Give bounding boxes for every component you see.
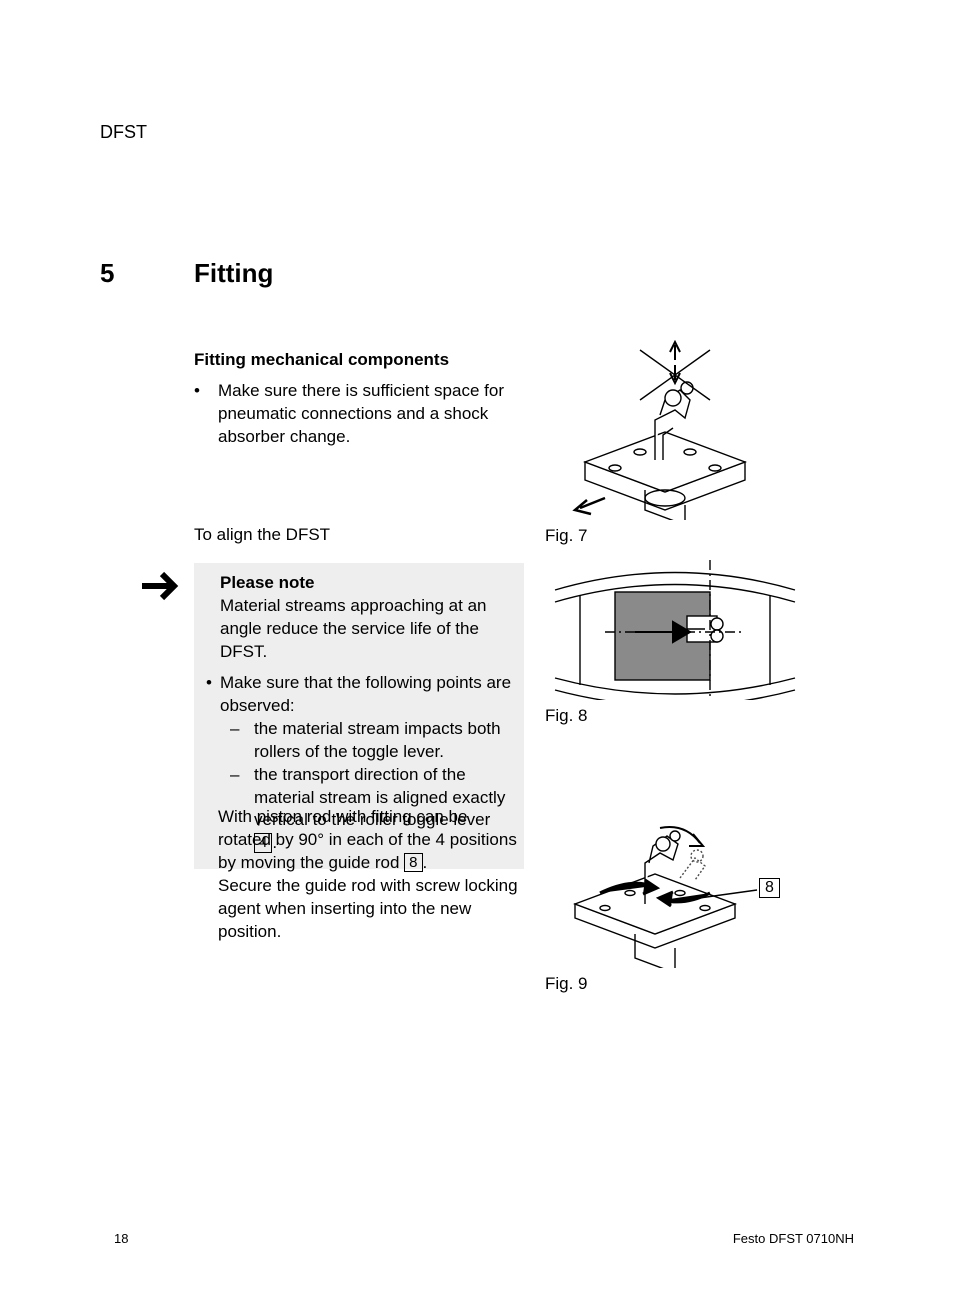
page-number: 18	[114, 1231, 128, 1246]
bullet-marker: •	[206, 672, 220, 718]
rotation-p2: Secure the guide rod with screw locking …	[194, 875, 524, 944]
note-bullet: • Make sure that the following points ar…	[206, 672, 512, 718]
section-number: 5	[100, 258, 194, 289]
note-subbullet-1: – the material stream impacts both rolle…	[206, 718, 512, 764]
figure-7: Fig. 7	[545, 340, 775, 546]
figure-8-svg	[545, 560, 805, 700]
bullet-text: Make sure there is sufficient space for …	[218, 380, 534, 449]
figure-9: 8 Fig. 9	[545, 808, 805, 994]
rotation-p1: With piston rod with fitting can be rota…	[194, 806, 524, 875]
note-title: Please note	[206, 573, 512, 593]
bullet-marker: •	[194, 380, 218, 449]
block-rotation: With piston rod with fitting can be rota…	[194, 806, 524, 944]
note-bullet-text: Make sure that the following points are …	[220, 672, 512, 718]
section-heading: 5 Fitting	[100, 258, 273, 289]
dash-marker: –	[230, 718, 254, 764]
running-header: DFST	[100, 122, 147, 143]
block-mechanical: Fitting mechanical components • Make sur…	[194, 350, 534, 449]
figure-7-svg	[545, 340, 775, 520]
note-arrow-icon	[140, 568, 184, 604]
note-paragraph: Material streams approaching at an angle…	[206, 595, 512, 664]
section-title: Fitting	[194, 258, 273, 289]
page: DFST 5 Fitting Fitting mechanical compon…	[0, 0, 954, 1306]
figure-8-caption: Fig. 8	[545, 706, 805, 726]
ref-box-8: 8	[404, 853, 422, 872]
figure-7-caption: Fig. 7	[545, 526, 775, 546]
rotation-p1b: .	[423, 853, 428, 872]
subhead-mechanical: Fitting mechanical components	[194, 350, 534, 370]
callout-8: 8	[759, 878, 780, 898]
doc-id: Festo DFST 0710NH	[733, 1231, 854, 1246]
figure-9-caption: Fig. 9	[545, 974, 805, 994]
align-intro: To align the DFST	[194, 525, 330, 545]
note-sub1-text: the material stream impacts both rollers…	[254, 718, 512, 764]
bullet-row: • Make sure there is sufficient space fo…	[194, 380, 534, 449]
figure-8: Fig. 8	[545, 560, 805, 726]
rotation-p1a: With piston rod with fitting can be rota…	[218, 807, 517, 872]
